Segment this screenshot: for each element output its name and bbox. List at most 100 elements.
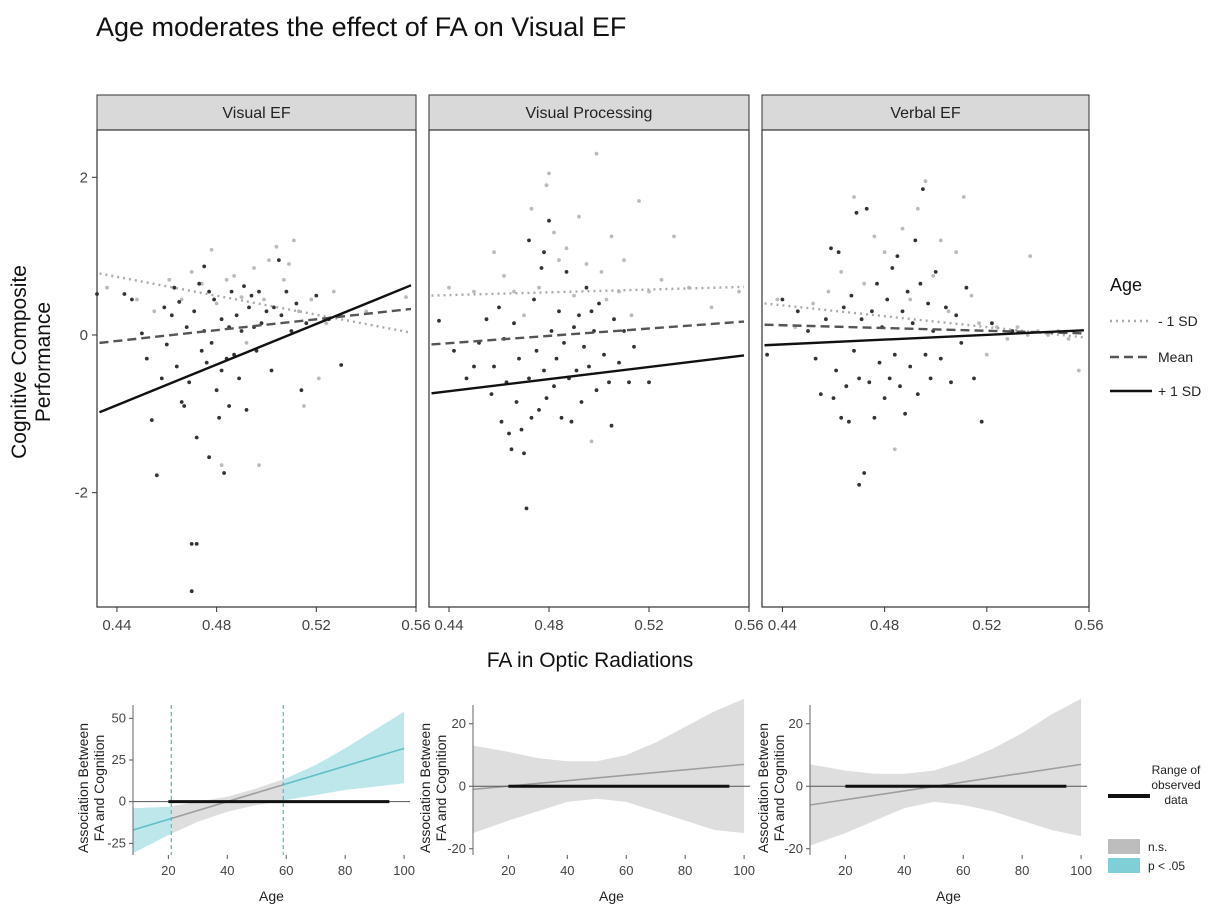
scatter-point-verbal-ef-59 [1010, 329, 1015, 333]
scatter-point-verbal-ef-12 [841, 305, 846, 310]
scatter-point-light-visual-ef-4 [179, 297, 184, 302]
scatter-point-light-visual-ef-24 [309, 297, 314, 302]
scatter-point-light-visual-ef-18 [274, 244, 279, 249]
scatter-point-visual-processing-15 [514, 400, 519, 404]
scatter-point-verbal-ef-33 [892, 352, 897, 357]
scatter-point-visual-ef-31 [212, 297, 217, 302]
scatter-point-verbal-ef-16 [852, 348, 856, 353]
scatter-point-verbal-ef-53 [954, 313, 959, 318]
y-tick-label-visual-processing-jn-1: 0 [459, 778, 466, 793]
x-tick-label-visual-processing-jn-0: 20 [501, 863, 515, 878]
scatter-point-verbal-ef-19 [857, 376, 861, 381]
scatter-point-visual-ef-9 [164, 342, 169, 347]
scatter-point-light-visual-ef-7 [209, 247, 214, 252]
y-tick-label-visual-ef-jn-3: 50 [112, 710, 126, 725]
scatter-point-light-visual-processing-9 [547, 171, 551, 176]
scatter-point-light-verbal-ef-21 [984, 352, 989, 357]
scatter-point-light-visual-processing-13 [572, 293, 576, 298]
scatter-point-visual-ef-58 [284, 289, 289, 294]
scatter-point-verbal-ef-37 [903, 411, 907, 416]
scatter-point-visual-ef-56 [277, 258, 281, 262]
scatter-point-light-visual-processing-3 [502, 274, 506, 278]
scatter-point-visual-ef-8 [162, 305, 167, 310]
scatter-point-verbal-ef-42 [915, 392, 920, 396]
scatter-point-visual-processing-50 [597, 301, 601, 306]
x-tick-label-visual-ef-jn-3: 80 [338, 863, 352, 878]
facet-strip-label-verbal-ef: Verbal EF [890, 105, 960, 122]
scatter-point-verbal-ef-1 [780, 297, 785, 302]
scatter-point-light-visual-processing-23 [629, 313, 634, 318]
scatter-point-visual-ef-24 [199, 348, 204, 353]
scatter-point-visual-ef-3 [140, 331, 144, 336]
y-tick-label-visual-ef-1: 0 [80, 327, 88, 344]
confidence-band-sig-right-visual-ef-jn [283, 711, 405, 801]
scatter-point-light-verbal-ef-29 [1066, 337, 1071, 341]
scatter-point-visual-ef-62 [304, 321, 309, 326]
scatter-point-light-visual-ef-25 [316, 376, 321, 381]
legend-label-mean: Mean [1158, 349, 1193, 365]
scatter-point-visual-ef-30 [209, 341, 214, 345]
scatter-point-visual-ef-41 [232, 352, 237, 357]
x-tick-label-visual-processing-jn-4: 100 [733, 863, 755, 878]
scatter-point-visual-processing-39 [569, 419, 574, 424]
scatter-point-visual-ef-51 [257, 289, 261, 294]
scatter-point-light-visual-ef-8 [214, 301, 219, 306]
scatter-point-visual-processing-49 [594, 388, 599, 393]
x-tick-label-visual-processing-0: 0.44 [434, 617, 463, 634]
scatter-point-visual-processing-5 [484, 317, 489, 322]
scatter-point-verbal-ef-15 [849, 293, 854, 298]
legend-ns-swatch [1108, 839, 1140, 854]
scatter-point-light-visual-ef-5 [189, 270, 194, 274]
scatter-point-verbal-ef-51 [944, 305, 948, 310]
scatter-point-visual-processing-46 [587, 364, 591, 369]
scatter-point-visual-processing-58 [632, 344, 636, 349]
slope-line-sig-left-visual-ef-jn [132, 817, 172, 831]
y-tick-label-visual-ef-jn-0: -25 [107, 835, 126, 850]
y-tick-label-verbal-ef-jn-1: 0 [796, 778, 803, 793]
x-tick-label-verbal-ef-2: 0.52 [972, 617, 1001, 634]
x-tick-label-visual-ef-jn-0: 20 [161, 863, 175, 878]
scatter-point-verbal-ef-4 [813, 356, 818, 361]
y-tick-label-visual-ef-0: -2 [75, 485, 88, 502]
scatter-point-light-visual-ef-3 [167, 277, 172, 282]
confidence-band-ns-visual-processing-jn [473, 698, 745, 834]
scatter-point-light-visual-processing-8 [544, 183, 549, 188]
scatter-point-light-visual-ef-11 [232, 274, 237, 278]
scatter-point-visual-ef-33 [217, 415, 222, 420]
scatter-point-light-visual-ef-16 [262, 297, 266, 302]
x-tick-label-visual-processing-1: 0.48 [534, 617, 563, 634]
scatter-point-light-visual-processing-19 [604, 297, 609, 302]
scatter-point-visual-ef-27 [204, 360, 209, 365]
scatter-point-visual-ef-10 [169, 313, 174, 318]
scatter-point-light-visual-ef-26 [324, 321, 329, 326]
scatter-point-visual-processing-56 [622, 329, 626, 333]
scatter-point-light-verbal-ef-10 [900, 226, 905, 231]
y-tick-label-visual-processing-jn-0: -20 [447, 841, 466, 856]
scatter-point-verbal-ef-38 [905, 289, 910, 294]
scatter-point-visual-processing-37 [564, 270, 569, 274]
scatter-point-visual-ef-2 [130, 297, 134, 302]
scatter-point-verbal-ef-8 [831, 396, 836, 400]
scatter-point-light-visual-processing-0 [447, 285, 451, 290]
scatter-point-verbal-ef-47 [928, 376, 933, 381]
scatter-point-light-verbal-ef-12 [915, 206, 920, 211]
scatter-point-light-visual-ef-12 [239, 295, 244, 299]
scatter-point-verbal-ef-2 [795, 309, 800, 314]
regression-line-1-sd-visual-processing [431, 354, 745, 395]
scatter-point-verbal-ef-22 [864, 206, 869, 211]
scatter-point-verbal-ef-3 [806, 329, 810, 333]
x-axis-label-visual-ef-jn: Age [259, 888, 284, 904]
scatter-point-light-visual-ef-21 [292, 238, 296, 243]
scatter-point-visual-processing-13 [509, 447, 514, 452]
scatter-point-visual-ef-11 [172, 285, 177, 290]
scatter-point-verbal-ef-34 [895, 254, 900, 258]
scatter-point-light-verbal-ef-14 [931, 274, 936, 278]
scatter-point-light-verbal-ef-0 [775, 297, 780, 302]
x-tick-label-visual-processing-jn-3: 80 [678, 863, 692, 878]
scatter-point-light-visual-ef-27 [331, 289, 336, 294]
scatter-point-verbal-ef-45 [923, 352, 928, 357]
scatter-point-verbal-ef-18 [857, 482, 861, 487]
scatter-point-visual-processing-40 [572, 325, 576, 329]
scatter-point-visual-ef-13 [177, 300, 182, 304]
scatter-point-light-visual-processing-7 [537, 285, 541, 290]
